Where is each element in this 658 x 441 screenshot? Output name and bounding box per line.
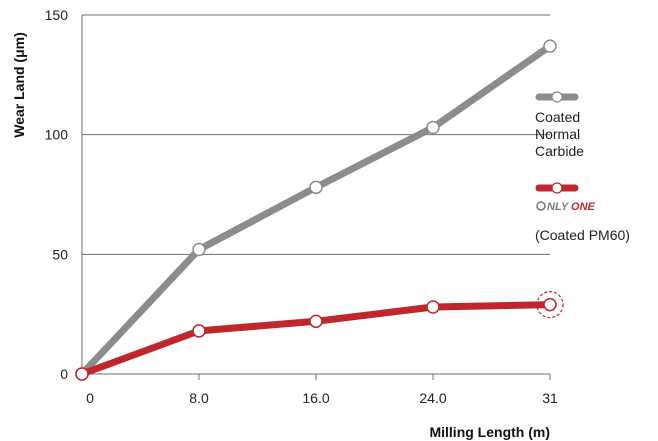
y-tick-label: 0 bbox=[60, 366, 68, 382]
x-axis-title: Milling Length (m) bbox=[429, 424, 550, 440]
data-point-series-2 bbox=[426, 300, 440, 314]
x-tick-label: 31 bbox=[542, 390, 558, 406]
data-point-series-2 bbox=[192, 324, 206, 338]
x-tick-label: 0 bbox=[86, 390, 94, 406]
legend-label-only-one: (Coated PM60) bbox=[535, 227, 630, 243]
gridlines bbox=[82, 14, 550, 255]
legend-swatch-normal-carbide-marker bbox=[551, 91, 563, 103]
x-tick-label: 16.0 bbox=[302, 390, 329, 406]
y-tick-label: 50 bbox=[52, 246, 68, 262]
y-tick-label: 150 bbox=[45, 7, 69, 23]
highlight-ring bbox=[536, 290, 564, 319]
y-axis-title: Wear Land (μm) bbox=[11, 32, 27, 138]
data-point-series-2 bbox=[309, 314, 323, 329]
axes: 0 50 100 150 0 8.0 16.0 24.0 31 bbox=[45, 7, 558, 406]
only-one-logo-icon bbox=[536, 201, 546, 211]
only-one-brand-text: NLY ONE bbox=[547, 201, 596, 213]
y-tick-label: 100 bbox=[45, 127, 69, 143]
x-tick-label: 8.0 bbox=[189, 390, 209, 406]
legend-label-normal-carbide: Normal bbox=[535, 126, 580, 142]
data-point-series-1 bbox=[309, 180, 323, 195]
legend-swatch-only-one-marker bbox=[551, 182, 563, 194]
data-point-series-2 bbox=[75, 367, 89, 381]
data-point-series-1 bbox=[426, 120, 440, 135]
legend-label-normal-carbide: Coated bbox=[535, 109, 580, 125]
data-point-series-1 bbox=[543, 39, 557, 53]
data-point-series-2 bbox=[543, 297, 557, 312]
data-point-series-1 bbox=[192, 242, 206, 257]
series bbox=[75, 39, 564, 381]
legend-label-normal-carbide: Carbide bbox=[535, 143, 584, 159]
x-tick-label: 24.0 bbox=[419, 390, 446, 406]
